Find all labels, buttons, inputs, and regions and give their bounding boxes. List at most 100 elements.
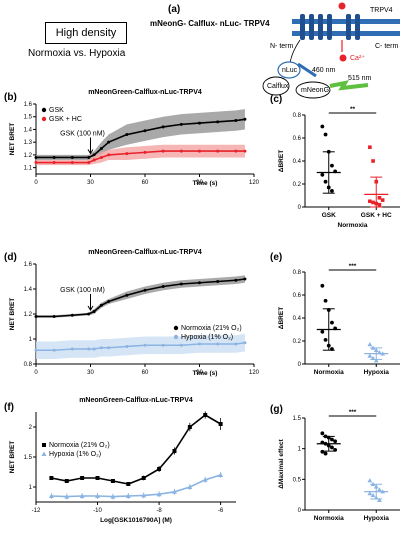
- data-point: [243, 149, 247, 153]
- data-point: [179, 282, 183, 286]
- data-point: [52, 161, 56, 165]
- data-point: [330, 320, 334, 325]
- chart-f: (f) 1 1.5 2 NET BRET mNeonGreen-Calflux-nLuc-…: [4, 397, 236, 524]
- nm515-label: 515 nm: [348, 75, 372, 82]
- y-tick-label: 1.4: [24, 287, 33, 293]
- data-point: [323, 179, 328, 184]
- data-point: [143, 129, 147, 133]
- data-point: [373, 358, 379, 363]
- data-point: [179, 149, 183, 153]
- legend-entry: GSK + HC: [41, 116, 82, 123]
- data-point: [92, 347, 96, 351]
- chart-d: (d) 0.8 1 1.2 1.4 1.6 NET BRET mNeonGreen-Calfl…: [4, 249, 260, 377]
- data-point: [377, 202, 382, 207]
- calcium-ion-bottom: [339, 54, 347, 62]
- x-tick-label: 90: [196, 180, 203, 186]
- data-point: [243, 341, 247, 345]
- legend-label: Normoxia (21% O₂): [49, 442, 110, 449]
- data-point: [107, 153, 111, 157]
- y-tick-label: 1.6: [24, 262, 33, 268]
- data-point: [323, 337, 328, 342]
- data-point: [156, 491, 162, 497]
- data-point: [92, 158, 96, 162]
- y-tick-label: 1.1: [24, 166, 33, 172]
- data-point: [34, 155, 38, 159]
- y-tick-label: 0.5: [293, 477, 302, 483]
- data-point: [320, 172, 325, 177]
- data-point: [202, 477, 208, 482]
- data-point: [161, 343, 165, 347]
- data-point: [125, 345, 129, 348]
- data-point: [377, 497, 382, 502]
- data-point: [377, 487, 382, 492]
- chart-e: (e) 0 0.2 0.4 0.6 0.8 ΔBRET Normoxia Hypoxia ***: [270, 252, 400, 376]
- data-point: [330, 445, 334, 450]
- x-tick-label: 0: [34, 180, 38, 186]
- calflux-label: Calflux: [267, 83, 289, 90]
- comparison-subtitle: Normoxia vs. Hypoxia: [28, 48, 126, 59]
- data-point: [99, 147, 103, 151]
- data-point: [370, 492, 376, 498]
- data-point: [79, 493, 85, 498]
- data-point: [161, 285, 165, 288]
- nluc-domain: [277, 61, 301, 79]
- legend-marker: [173, 325, 179, 331]
- data-point: [179, 122, 183, 126]
- data-point: [157, 467, 162, 471]
- x-tick-label: 120: [249, 180, 260, 186]
- y-tick-label: 1.5: [24, 455, 33, 461]
- nm460-label: 460 nm: [312, 67, 336, 74]
- data-point: [187, 484, 193, 489]
- x-tick-label: 60: [142, 370, 149, 376]
- chart-b: (b) 1.1 1.2 1.3 1.4 1.5 1.6 NET BRET mNeonGreen-…: [4, 89, 260, 187]
- data-point: [161, 149, 165, 153]
- legend-marker: [41, 116, 47, 122]
- data-point: [92, 153, 96, 157]
- data-point: [187, 425, 192, 429]
- x-tick-label: -12: [32, 508, 41, 514]
- x-tick-label: -6: [218, 508, 224, 514]
- data-point: [87, 347, 91, 351]
- x-tick-label: 30: [87, 180, 94, 186]
- y-tick-label: 0.8: [293, 113, 302, 119]
- data-point: [70, 313, 74, 317]
- data-point: [234, 119, 238, 123]
- data-point: [80, 476, 85, 480]
- y-axis-label: NET BRET: [9, 441, 16, 474]
- legend-entry: Normoxia (21% O₂): [42, 442, 110, 449]
- schematic-panel: (a) mNeonG- Calflux- nLuc- TRPV4 TRPV4 C…: [150, 2, 400, 99]
- data-point: [198, 121, 201, 125]
- panel-label: (f): [4, 402, 14, 413]
- data-point: [92, 310, 96, 313]
- data-point: [216, 280, 220, 283]
- data-point: [371, 159, 375, 163]
- data-point: [95, 493, 101, 498]
- data-point: [172, 449, 177, 453]
- data-point: [48, 493, 54, 498]
- data-point: [87, 155, 91, 159]
- data-point: [34, 161, 38, 165]
- data-point: [143, 150, 147, 154]
- data-point: [198, 281, 201, 285]
- data-point: [70, 347, 74, 351]
- dot-series-1: [364, 342, 389, 363]
- data-point: [161, 125, 165, 129]
- x-axis-label: Time (s): [193, 370, 218, 377]
- panel-label: (e): [270, 252, 282, 263]
- data-point: [234, 342, 238, 346]
- data-point: [234, 278, 238, 282]
- data-point: [368, 199, 372, 204]
- error-band: [36, 144, 245, 166]
- x-tick-label: 60: [142, 180, 149, 186]
- x-tick-label: 90: [196, 370, 203, 376]
- data-point: [333, 439, 338, 444]
- data-point: [70, 155, 74, 159]
- transmembrane-helices: [300, 14, 360, 40]
- error-band: [36, 334, 245, 359]
- series-0: [49, 411, 223, 486]
- n-term-label: N- term: [270, 43, 294, 50]
- data-point: [99, 303, 103, 307]
- data-point: [323, 451, 328, 456]
- x-tick-label: 30: [87, 370, 94, 376]
- x-axis-label: Time (s): [193, 180, 218, 187]
